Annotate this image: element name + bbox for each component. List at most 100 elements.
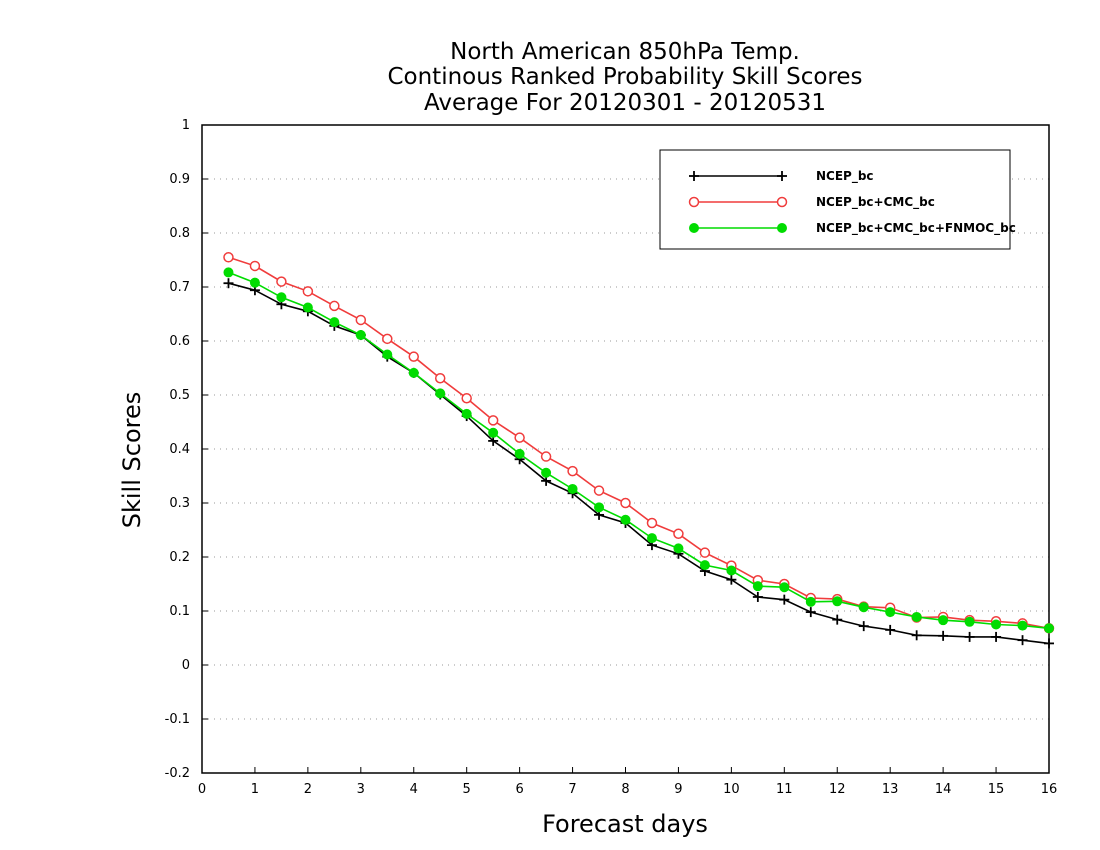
- open-circle-marker: [223, 252, 234, 263]
- x-tick-label: 14: [935, 782, 952, 797]
- filled-circle-marker: [435, 388, 446, 399]
- x-tick-label: 16: [1041, 782, 1058, 797]
- title-line-2: Continous Ranked Probability Skill Score…: [387, 64, 862, 90]
- filled-circle-marker: [620, 514, 631, 525]
- y-tick-label: -0.1: [165, 712, 190, 727]
- x-tick-label: 1: [251, 782, 259, 797]
- y-tick-label: 0.7: [169, 280, 190, 295]
- legend-box: [659, 149, 1011, 250]
- plus-marker: [779, 594, 790, 605]
- filled-circle-marker: [689, 223, 699, 233]
- legend-entry: NCEP_bc+CMC_bc+FNMOC_bc: [689, 221, 1016, 236]
- grid-lines: [202, 178, 1049, 720]
- filled-circle-marker: [858, 602, 869, 613]
- legend: NCEP_bc NCEP_bc+CMC_bc NCEP_bc+CMC_bc+FNMO…: [659, 149, 1016, 250]
- y-tick-label: -0.2: [165, 766, 190, 781]
- plus-marker: [911, 630, 922, 641]
- y-tick-label: 0.1: [169, 604, 190, 619]
- plus-marker: [689, 171, 699, 181]
- x-tick-label: 2: [304, 782, 312, 797]
- open-circle-marker: [302, 286, 314, 297]
- filled-circle-marker: [1017, 620, 1028, 631]
- series-3: [223, 267, 1054, 634]
- plus-marker: [858, 621, 869, 632]
- filled-circle-marker: [541, 467, 552, 478]
- axis-ticks: -0.2-0.100.10.20.30.40.50.60.70.80.910 1 2…: [165, 118, 1058, 797]
- y-tick-label: 0: [182, 658, 190, 673]
- filled-circle-marker: [885, 607, 896, 618]
- plus-marker: [726, 574, 737, 585]
- series-line: [228, 271, 1050, 630]
- y-tick-label: 1: [182, 118, 190, 133]
- filled-circle-marker: [673, 543, 684, 554]
- open-circle-marker: [776, 196, 788, 208]
- filled-circle-marker: [991, 619, 1002, 630]
- filled-circle-marker: [461, 408, 472, 419]
- open-circle-marker: [593, 485, 605, 496]
- open-circle-marker: [699, 547, 711, 558]
- x-tick-label: 12: [829, 782, 846, 797]
- plus-marker: [832, 614, 843, 625]
- y-tick-label: 0.3: [169, 496, 190, 511]
- plus-marker: [885, 624, 896, 635]
- series-2: [223, 252, 1055, 634]
- open-circle-marker: [329, 300, 340, 312]
- y-tick-label: 0.6: [169, 334, 190, 349]
- y-axis-title: Skill Scores: [118, 392, 146, 529]
- plus-marker: [991, 631, 1002, 642]
- filled-circle-marker: [594, 502, 605, 513]
- open-circle-marker: [408, 351, 419, 362]
- series-1: [223, 278, 1054, 649]
- filled-circle-marker: [567, 483, 578, 494]
- open-circle-marker: [461, 392, 472, 404]
- series-layer: [223, 252, 1055, 649]
- plus-marker: [752, 591, 763, 602]
- series-line: [228, 282, 1050, 645]
- x-tick-label: 8: [621, 782, 629, 797]
- y-tick-label: 0.5: [169, 388, 190, 403]
- x-tick-label: 6: [515, 782, 523, 797]
- filled-circle-marker: [1044, 623, 1054, 634]
- filled-circle-marker: [382, 349, 393, 360]
- x-tick-label: 11: [776, 782, 793, 797]
- filled-circle-marker: [488, 427, 499, 438]
- open-circle-marker: [276, 276, 287, 287]
- filled-circle-marker: [964, 616, 975, 627]
- open-circle-marker: [620, 497, 631, 509]
- legend-label: NCEP_bc+CMC_bc+FNMOC_bc: [816, 221, 1016, 236]
- open-circle-marker: [646, 517, 658, 529]
- plus-marker: [777, 171, 787, 181]
- open-circle-marker: [434, 373, 446, 384]
- filled-circle-marker: [938, 615, 949, 626]
- plus-marker: [1044, 638, 1054, 649]
- filled-circle-marker: [779, 582, 790, 593]
- x-axis-title: Forecast days: [542, 810, 708, 838]
- y-tick-label: 0.4: [169, 442, 190, 457]
- x-tick-label: 0: [198, 782, 206, 797]
- x-tick-label: 9: [674, 782, 682, 797]
- plus-marker: [938, 630, 949, 641]
- filled-circle-marker: [276, 292, 287, 303]
- filled-circle-marker: [329, 317, 340, 328]
- plus-marker: [964, 631, 975, 642]
- legend-label: NCEP_bc+CMC_bc: [816, 195, 935, 210]
- x-tick-label: 7: [568, 782, 576, 797]
- y-tick-label: 0.8: [169, 226, 190, 241]
- x-tick-label: 13: [882, 782, 899, 797]
- legend-entries: NCEP_bc NCEP_bc+CMC_bc NCEP_bc+CMC_bc+FNMO…: [688, 169, 1016, 236]
- open-circle-marker: [355, 314, 367, 326]
- plus-marker: [1017, 635, 1028, 646]
- x-tick-label: 3: [357, 782, 365, 797]
- title-line-3: Average For 20120301 - 20120531: [424, 90, 826, 116]
- legend-entry: NCEP_bc+CMC_bc: [688, 195, 935, 210]
- open-circle-marker: [567, 465, 578, 477]
- legend-label: NCEP_bc: [816, 169, 874, 184]
- filled-circle-marker: [777, 223, 787, 233]
- x-tick-label: 10: [723, 782, 740, 797]
- open-circle-marker: [673, 528, 684, 540]
- filled-circle-marker: [408, 367, 419, 378]
- open-circle-marker: [540, 451, 552, 462]
- filled-circle-marker: [302, 302, 313, 313]
- chart-title: North American 850hPa Temp. Continous Ra…: [387, 39, 862, 116]
